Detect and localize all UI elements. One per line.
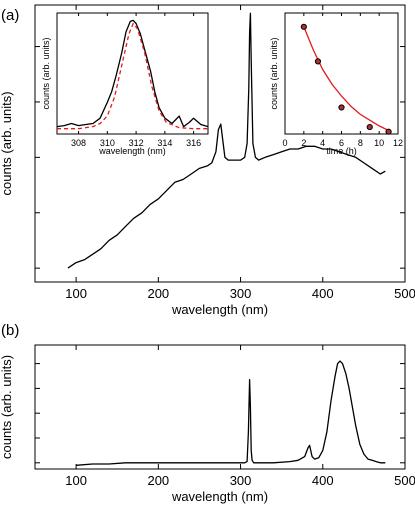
inset-time-fit-line [303,26,389,132]
x-tick-label: 100 [65,286,87,301]
y-axis-label: counts (arb. units) [41,37,51,109]
spectrum-line-b [76,360,386,466]
data-point [338,104,345,111]
inset-peak-measured-line [56,19,209,128]
x-tick-label: 100 [65,473,87,488]
x-tick-label: 12 [393,138,403,148]
x-tick-label: 10 [374,138,384,148]
x-tick-label: 500 [394,286,415,301]
data-point [385,128,392,135]
x-axis-label: wavelength (nm) [98,146,166,156]
data-point [300,23,307,30]
x-tick-label: 2 [301,138,306,148]
data-point [314,58,322,65]
x-tick-label: 300 [230,473,252,488]
inset-time-chart: 0 2 4 6 8 10 12 time (h) counts (arb. units) [269,12,403,156]
x-tick-label: 8 [358,138,363,148]
panel-label-a: (a) [1,7,19,24]
plot-frame [34,344,406,470]
x-tick-label: 308 [71,138,86,148]
x-tick-label: 400 [312,473,334,488]
x-tick-label: 312 [129,138,144,148]
inset-peak-fit-line [57,22,208,130]
x-axis-label: wavelength (nm) [171,302,268,317]
y-axis-label: counts (arb. units) [0,91,14,195]
x-tick-label: 400 [312,286,334,301]
inset-peak-chart: 308 310 312 314 316 wavelength (nm) counts (ar… [41,12,209,156]
data-point [366,123,373,131]
x-axis-label: time (h) [326,146,357,156]
x-tick-label: 300 [230,286,252,301]
x-tick-label: 200 [147,286,169,301]
plot-frame [56,12,209,135]
x-tick-label: 314 [157,138,172,148]
x-axis-label: wavelength (nm) [171,489,268,504]
x-tick-label: 310 [100,138,115,148]
x-tick-label: 0 [282,138,287,148]
plot-frame [34,4,406,283]
plot-frame [284,12,399,135]
panel-b-chart: 100 200 300 400 500 wavelength (nm) counts (ar… [0,344,415,504]
x-tick-label: 500 [394,473,415,488]
spectrum-line-a [67,12,386,269]
x-tick-label: 200 [147,473,169,488]
panel-label-b: (b) [1,322,19,339]
y-axis-label: counts (arb. units) [0,355,14,459]
x-tick-label: 4 [320,138,325,148]
x-tick-label: 316 [186,138,201,148]
y-axis-label: counts (arb. units) [269,37,279,109]
x-tick-label: 6 [339,138,344,148]
